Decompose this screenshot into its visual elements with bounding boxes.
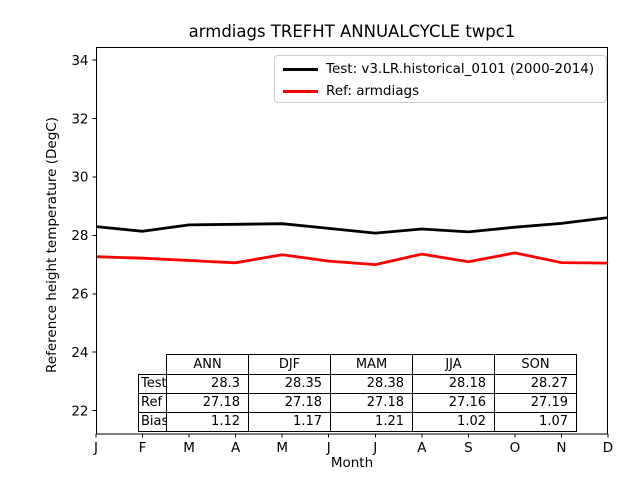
table-value-cell: 1.17 xyxy=(249,413,330,431)
y-tick-label: 28 xyxy=(71,228,88,244)
x-tick-label: O xyxy=(510,440,521,456)
table-header-cell: JJA xyxy=(413,355,494,374)
y-axis-ticks: 22 24 26 28 30 32 34 xyxy=(71,53,96,419)
x-tick-label: J xyxy=(372,440,377,456)
legend-item-ref: Ref: armdiags xyxy=(283,80,606,102)
table-header-cell: SON xyxy=(495,355,576,374)
y-tick-label: 22 xyxy=(71,403,88,419)
table-value-cell: 28.35 xyxy=(249,375,330,393)
summary-table-body: Test 28.3 28.35 28.38 28.18 28.27 Ref 27.18 27.1… xyxy=(138,374,577,432)
table-value-cell: 27.18 xyxy=(167,394,248,412)
x-tick-label: M xyxy=(183,440,195,456)
x-tick-label: M xyxy=(276,440,288,456)
legend: Test: v3.LR.historical_0101 (2000-2014) … xyxy=(274,55,607,103)
table-value-cell: 1.12 xyxy=(167,413,248,431)
table-header-cell: ANN xyxy=(167,355,248,374)
y-tick-label: 24 xyxy=(71,345,88,361)
series-line-ref xyxy=(96,251,608,267)
table-value-cell: 27.16 xyxy=(413,394,494,412)
table-row-label: Test xyxy=(139,375,166,393)
legend-label-ref: Ref: armdiags xyxy=(326,83,420,99)
x-tick-label: A xyxy=(231,440,241,456)
x-tick-label: S xyxy=(464,440,473,456)
x-tick-label: D xyxy=(603,440,613,456)
legend-line-sample-test xyxy=(283,67,318,71)
legend-line-sample-ref xyxy=(283,89,318,93)
x-tick-label: A xyxy=(417,440,427,456)
series-lines xyxy=(96,216,608,267)
summary-table-header: ANN DJF MAM JJA SON xyxy=(166,354,577,375)
table-value-cell: 1.21 xyxy=(331,413,412,431)
series-line-test xyxy=(96,216,608,235)
x-tick-label: J xyxy=(93,440,98,456)
table-value-cell: 28.27 xyxy=(495,375,576,393)
x-tick-label: N xyxy=(556,440,566,456)
legend-label-test: Test: v3.LR.historical_0101 (2000-2014) xyxy=(326,61,595,77)
y-tick-label: 32 xyxy=(71,111,88,127)
chart-title: armdiags TREFHT ANNUALCYCLE twpc1 xyxy=(188,22,516,41)
x-axis-label: Month xyxy=(330,455,374,471)
table-value-cell: 28.3 xyxy=(167,375,248,393)
table-value-cell: 28.18 xyxy=(413,375,494,393)
table-value-cell: 1.07 xyxy=(495,413,576,431)
y-tick-label: 26 xyxy=(71,287,88,303)
table-value-cell: 27.18 xyxy=(249,394,330,412)
axes-frame xyxy=(96,47,608,435)
table-row-label: Ref xyxy=(139,394,166,412)
x-tick-label: J xyxy=(326,440,331,456)
table-value-cell: 27.18 xyxy=(331,394,412,412)
x-tick-label: F xyxy=(139,440,147,456)
table-value-cell: 28.38 xyxy=(331,375,412,393)
table-value-cell: 27.19 xyxy=(495,394,576,412)
table-row-label: Bias xyxy=(139,413,166,431)
y-tick-label: 34 xyxy=(71,53,88,69)
table-header-cell: MAM xyxy=(331,355,412,374)
legend-item-test: Test: v3.LR.historical_0101 (2000-2014) xyxy=(283,58,606,80)
table-value-cell: 1.02 xyxy=(413,413,494,431)
table-header-cell: DJF xyxy=(249,355,330,374)
y-tick-label: 30 xyxy=(71,170,88,186)
